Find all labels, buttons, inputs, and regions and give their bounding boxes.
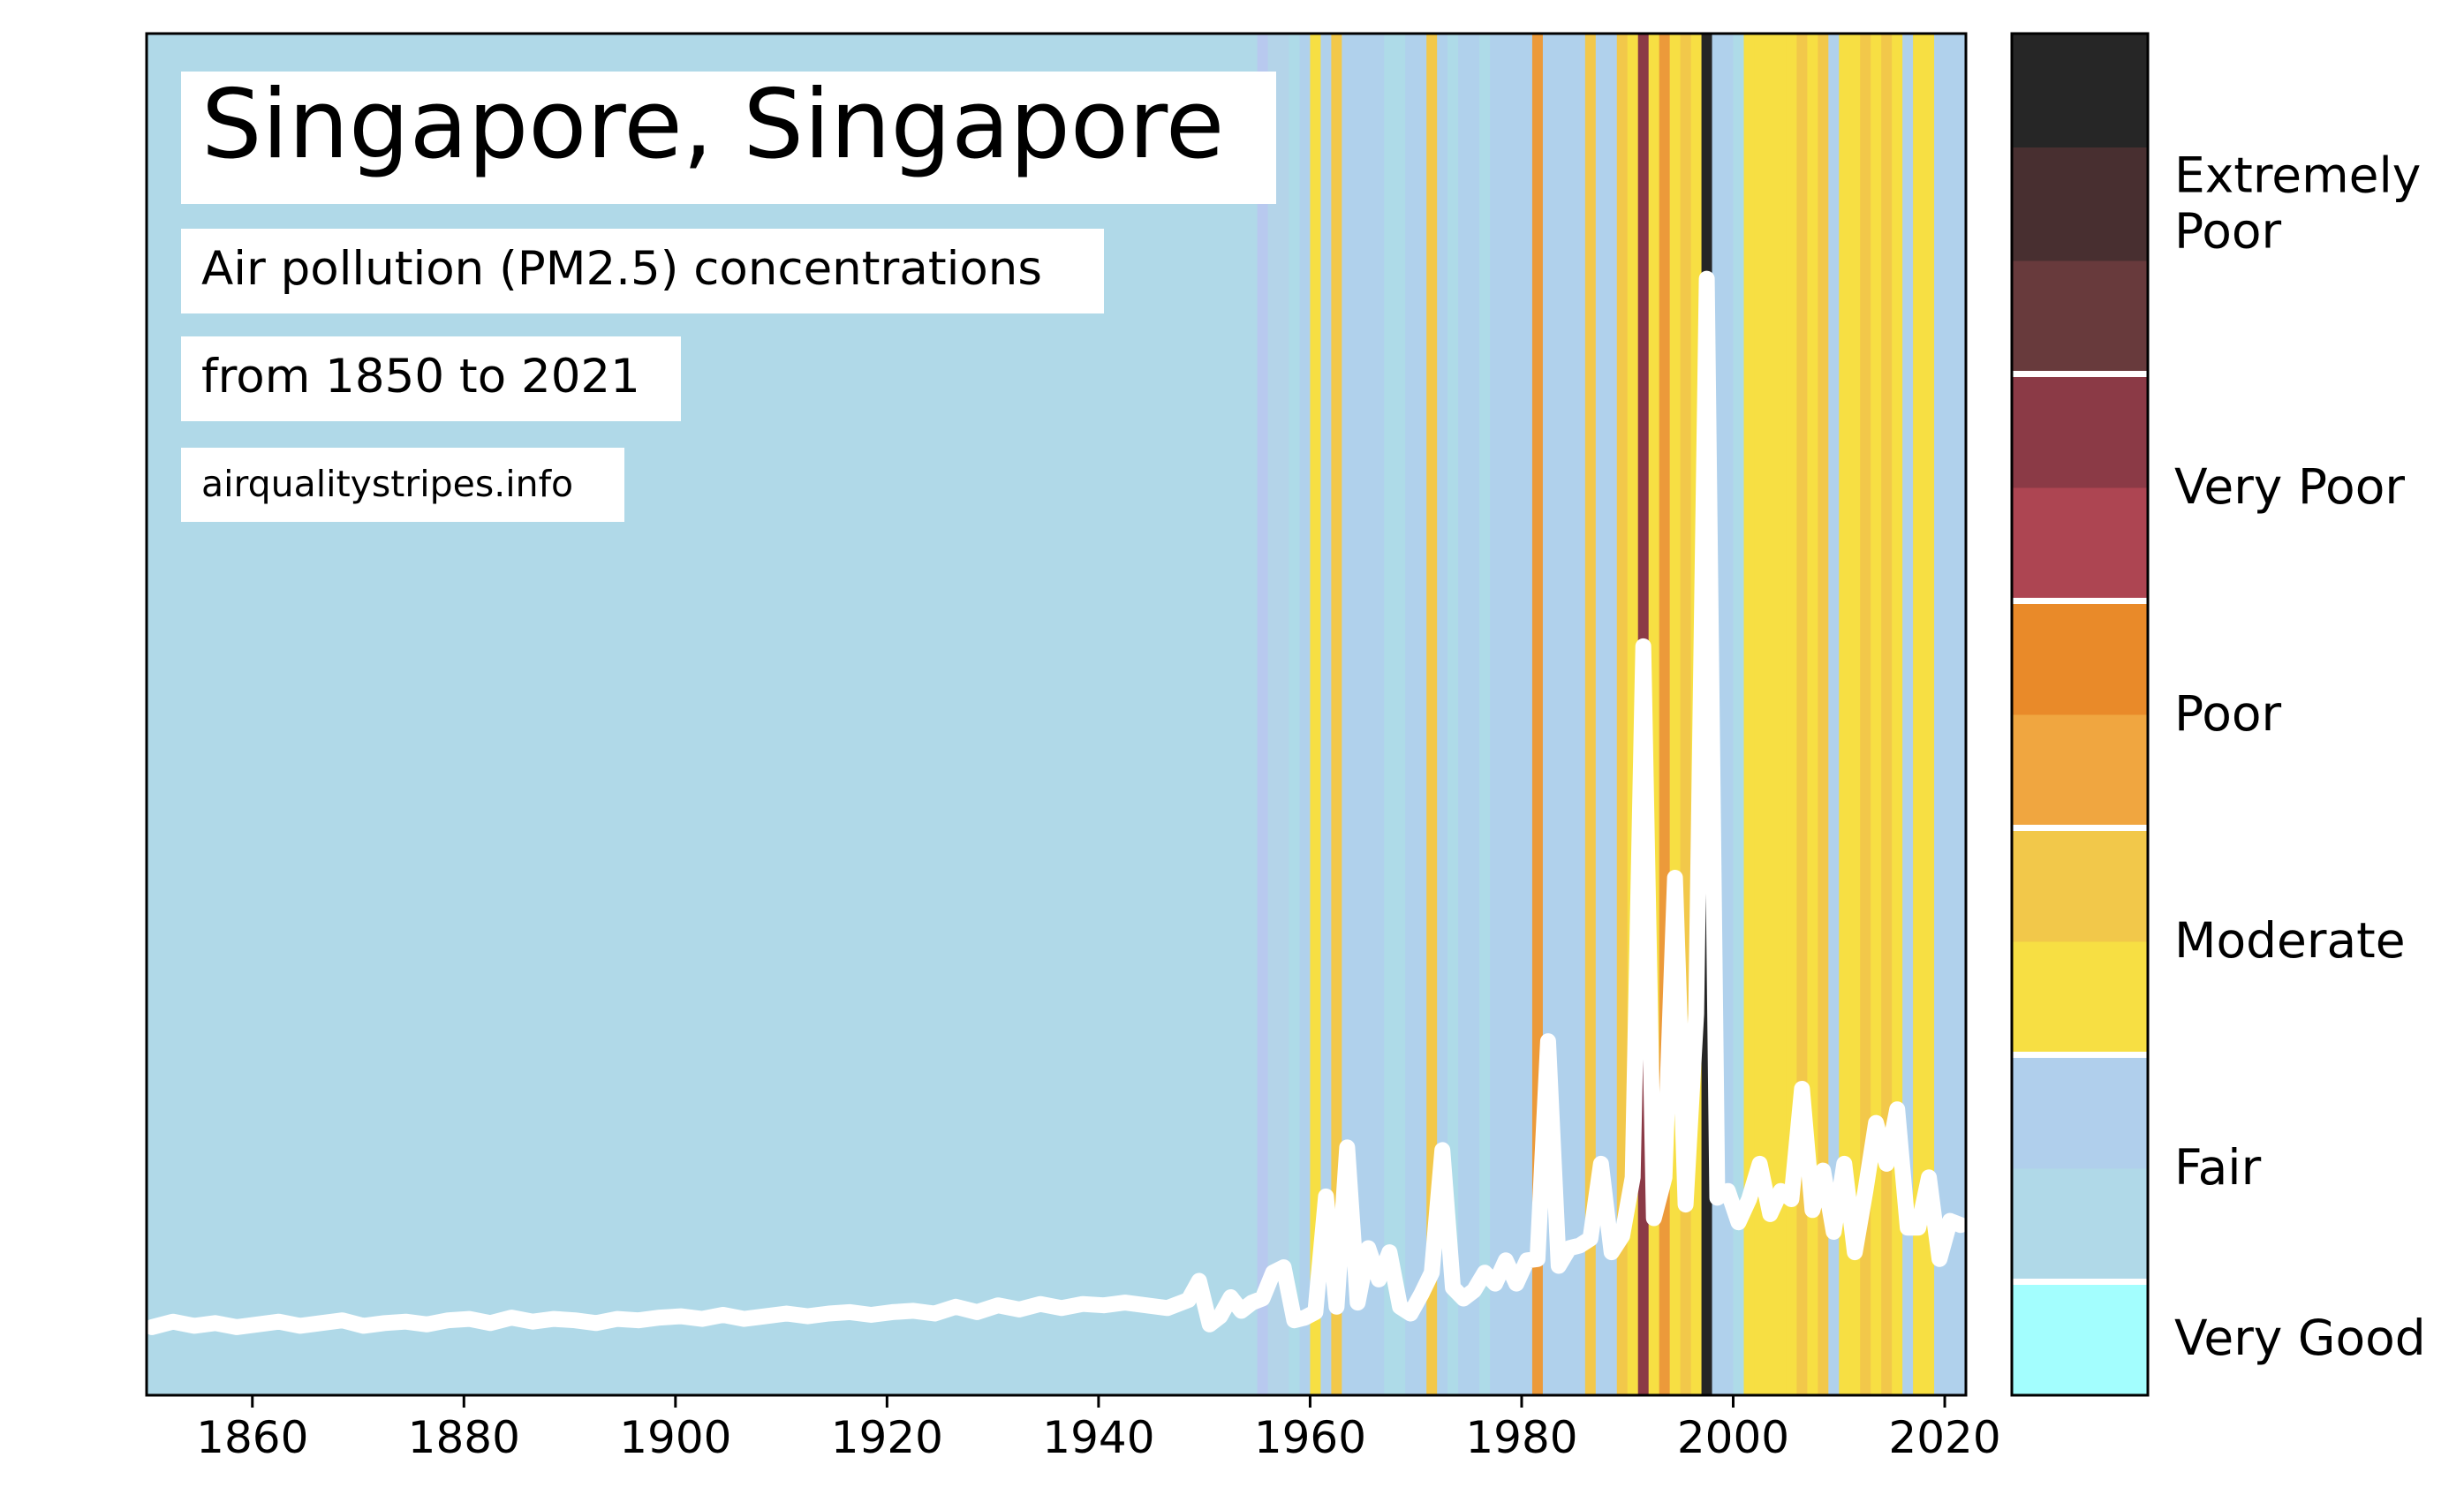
legend-swatch (2012, 941, 2148, 1055)
stripe-2012 (1860, 34, 1871, 1395)
stripe-2016 (1902, 34, 1914, 1395)
stripe-1967 (1384, 34, 1395, 1395)
title-box (181, 72, 1276, 204)
stripe-2006 (1796, 34, 1808, 1395)
stripe-1989 (1616, 34, 1629, 1395)
stripe-1955 (1257, 34, 1269, 1395)
x-tick-label: 1960 (1254, 1412, 1366, 1463)
stripe-1958 (1289, 34, 1301, 1395)
x-tick-label: 1940 (1042, 1412, 1154, 1463)
legend-swatch (2012, 34, 2148, 147)
x-tick-label: 1920 (831, 1412, 943, 1463)
legend-label: Very Poor (2174, 458, 2405, 515)
x-tick-label: 2000 (1677, 1412, 1789, 1463)
stripe-2021 (1955, 34, 1966, 1395)
stripe-1965 (1363, 34, 1374, 1395)
legend-swatch (2012, 487, 2148, 601)
stripe-1980 (1521, 34, 1533, 1395)
stripe-2004 (1775, 34, 1787, 1395)
stripe-2010 (1839, 34, 1850, 1395)
x-tick-label: 1900 (619, 1412, 731, 1463)
x-tick-label: 1980 (1465, 1412, 1577, 1463)
legend-label: Moderate (2174, 912, 2406, 969)
x-tick-label: 1860 (196, 1412, 308, 1463)
legend-swatch (2012, 147, 2148, 261)
stripe-1960 (1310, 34, 1322, 1395)
stripe-2005 (1786, 34, 1797, 1395)
stripe-1999 (1722, 34, 1735, 1395)
stripe-1963 (1342, 34, 1353, 1395)
stripe-1964 (1352, 34, 1364, 1395)
stripe-1968 (1395, 34, 1406, 1395)
stripe-2011 (1849, 34, 1861, 1395)
legend-label: Poor (2174, 202, 2282, 259)
stripe-2007 (1807, 34, 1818, 1395)
legend-swatch (2012, 1281, 2148, 1396)
stripe-2000 (1733, 34, 1745, 1395)
stripe-1985 (1574, 34, 1586, 1395)
stripe-2019 (1934, 34, 1946, 1395)
stripe-2020 (1945, 34, 1956, 1395)
stripe-1969 (1405, 34, 1417, 1395)
stripe-2003 (1765, 34, 1777, 1395)
source-label: airqualitystripes.info (201, 463, 573, 505)
stripe-2001 (1743, 34, 1756, 1395)
stripe-1974 (1458, 34, 1470, 1395)
legend-swatch (2012, 1054, 2148, 1169)
stripe-1956 (1267, 34, 1280, 1395)
stripe-1957 (1278, 34, 1290, 1395)
legend-frame (2010, 32, 2150, 1397)
subtitle-box-2 (181, 336, 681, 421)
stripe-2015 (1892, 34, 1903, 1395)
stripe-1988 (1606, 34, 1618, 1395)
stripe-1978 (1500, 34, 1512, 1395)
stripe-1987 (1595, 34, 1607, 1395)
stripe-1961 (1320, 34, 1332, 1395)
stripe-2013 (1871, 34, 1882, 1395)
x-axis: 1860 1880 1900 1920 1940 1960 1980 2000 2020 (196, 1395, 2001, 1463)
stripe-1966 (1373, 34, 1385, 1395)
chart-title: Singapore, Singapore (201, 70, 1224, 180)
subtitle-box-1 (181, 229, 1104, 313)
stripe-2008 (1818, 34, 1829, 1395)
stripe-1970 (1416, 34, 1427, 1395)
plot-frame (145, 32, 1968, 1397)
stripe-1984 (1563, 34, 1576, 1395)
stripe-1979 (1511, 34, 1523, 1395)
legend-swatch (2012, 714, 2148, 828)
stripe-1973 (1447, 34, 1459, 1395)
x-tick-label: 1880 (408, 1412, 520, 1463)
stripe-2002 (1754, 34, 1766, 1395)
legend-label: Poor (2174, 685, 2282, 742)
stripe-1962 (1331, 34, 1342, 1395)
legend-label: Extremely (2174, 147, 2421, 203)
legend-swatch (2012, 827, 2148, 942)
legend-label: Very Good (2174, 1310, 2426, 1366)
stripe-1971 (1426, 34, 1438, 1395)
stripe-2014 (1881, 34, 1893, 1395)
x-tick-label: 2020 (1888, 1412, 2000, 1463)
source-box (181, 448, 624, 522)
stripe-1986 (1584, 34, 1597, 1395)
stripe-1972 (1437, 34, 1448, 1395)
stripe-2017 (1913, 34, 1924, 1395)
stripe-1976 (1479, 34, 1491, 1395)
chart-subtitle-2: from 1850 to 2021 (201, 350, 640, 404)
legend-swatch (2012, 260, 2148, 374)
stripe-2009 (1828, 34, 1840, 1395)
stripe-1977 (1490, 34, 1501, 1395)
pm25-line (147, 270, 1966, 1335)
legend-swatch (2012, 600, 2148, 715)
legend-swatch (2012, 374, 2148, 488)
chart-subtitle-1: Air pollution (PM2.5) concentrations (201, 242, 1042, 296)
stripe-1975 (1469, 34, 1480, 1395)
legend-label: Fair (2174, 1139, 2262, 1196)
legend: Very Good Fair Moderate Poor Very Poor Extrem… (2010, 32, 2426, 1397)
legend-swatch (2012, 1168, 2148, 1282)
stripe-2018 (1924, 34, 1935, 1395)
stripe-1959 (1299, 34, 1311, 1395)
